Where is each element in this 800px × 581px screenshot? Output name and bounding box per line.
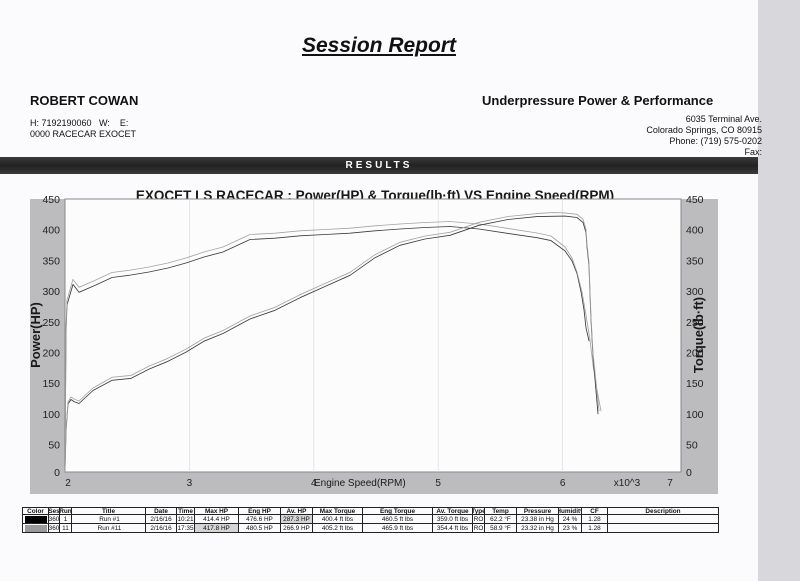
svg-text:0: 0 [54, 467, 60, 479]
svg-text:7: 7 [667, 478, 673, 489]
svg-text:2: 2 [65, 478, 71, 489]
svg-text:50: 50 [686, 440, 698, 452]
svg-text:400: 400 [42, 225, 60, 237]
svg-text:450: 450 [686, 194, 704, 206]
svg-text:450: 450 [42, 194, 60, 206]
svg-text:5: 5 [435, 478, 441, 489]
svg-text:50: 50 [48, 440, 60, 452]
svg-text:0: 0 [686, 467, 692, 479]
svg-text:150: 150 [42, 378, 60, 390]
svg-text:6: 6 [560, 478, 566, 489]
svg-text:300: 300 [42, 286, 60, 298]
svg-text:250: 250 [42, 317, 60, 329]
svg-text:Engine Speed(RPM): Engine Speed(RPM) [314, 478, 406, 489]
svg-text:Power(HP): Power(HP) [28, 302, 43, 368]
svg-text:200: 200 [42, 348, 60, 360]
svg-text:350: 350 [42, 255, 60, 267]
svg-text:300: 300 [686, 286, 704, 298]
svg-text:Torque(lb·ft): Torque(lb·ft) [691, 297, 706, 373]
svg-text:100: 100 [42, 409, 60, 421]
svg-text:100: 100 [686, 409, 704, 421]
svg-text:400: 400 [686, 225, 704, 237]
svg-text:3: 3 [187, 478, 193, 489]
svg-text:150: 150 [686, 378, 704, 390]
svg-text:350: 350 [686, 255, 704, 267]
svg-text:x10^3: x10^3 [614, 478, 641, 489]
